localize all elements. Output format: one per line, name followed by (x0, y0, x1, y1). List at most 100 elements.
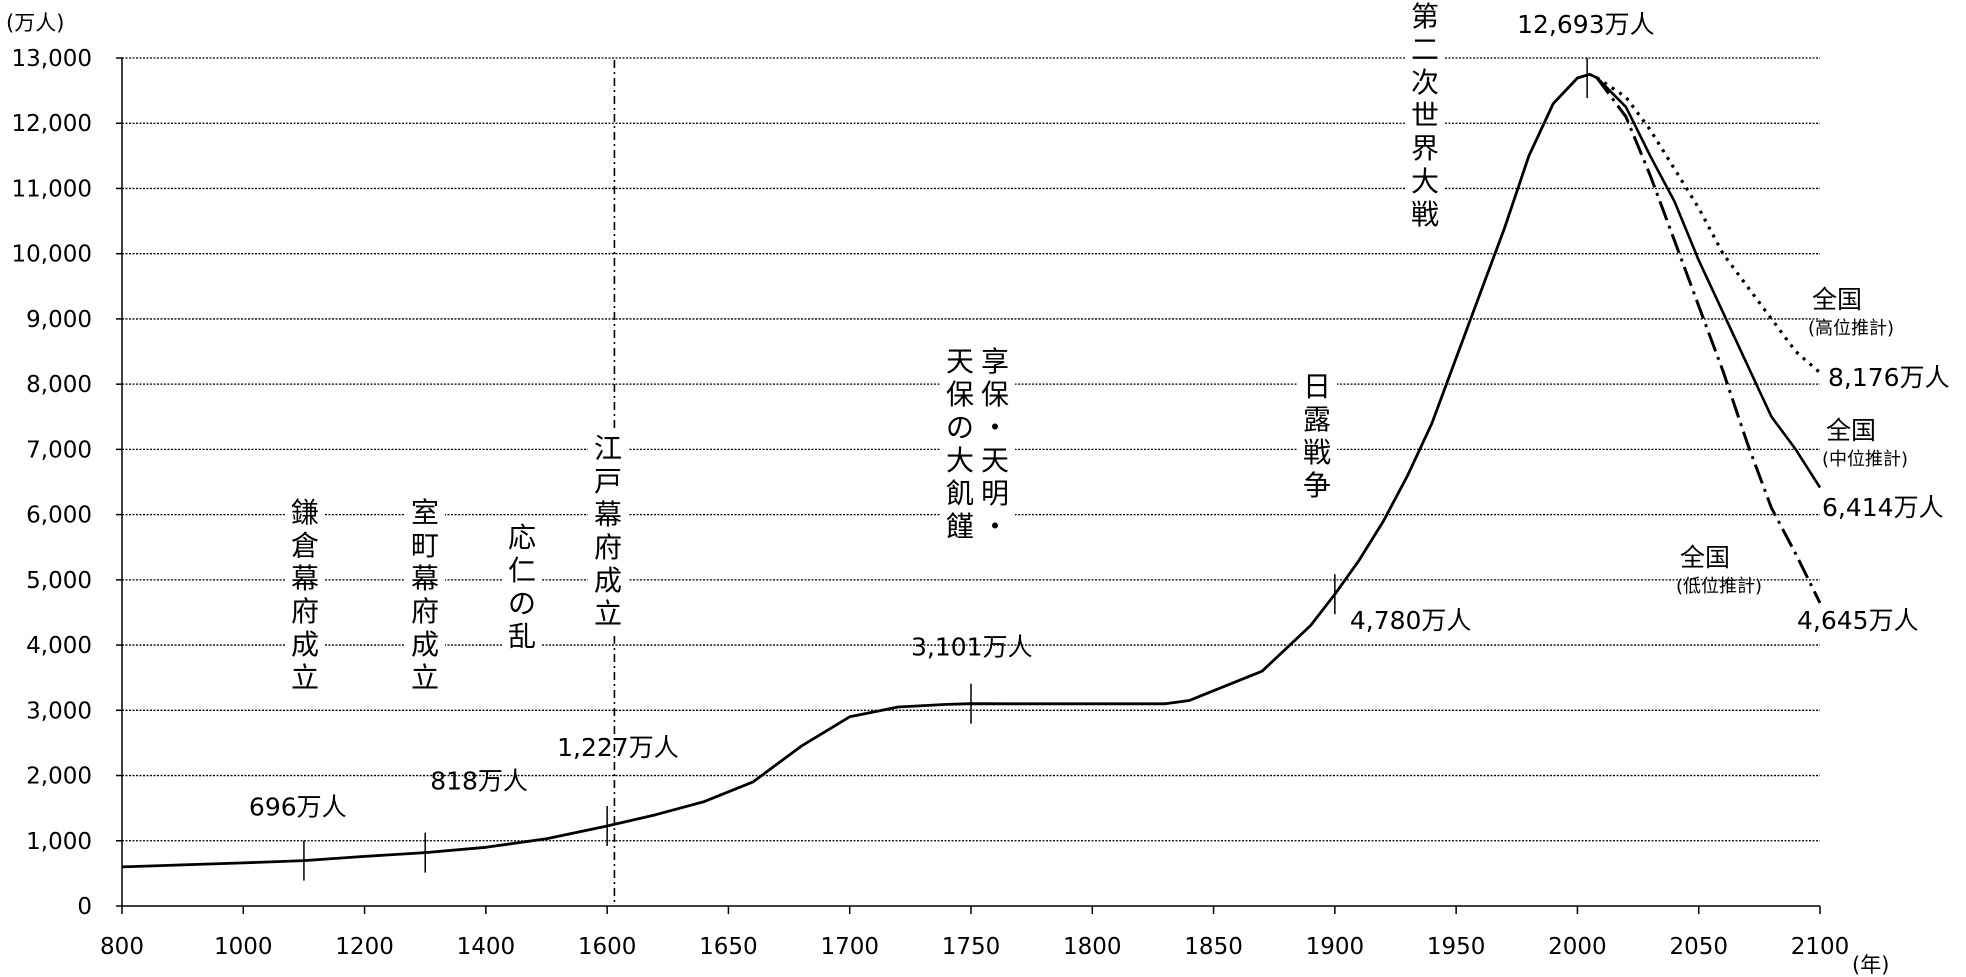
event-label-background (1405, 0, 1445, 237)
x-tick-label: 2000 (1548, 934, 1607, 960)
event-label-char: 鎌 (291, 496, 319, 529)
event-label-background (975, 343, 1015, 549)
end-label-value: 8,176万人 (1828, 363, 1950, 392)
end-label: 全国 (高位推計) 8,176万人 (1808, 285, 1950, 392)
event-label-background (285, 494, 325, 700)
event-label-char: 二 (1411, 33, 1439, 66)
point-label: 696万人 (249, 793, 347, 822)
x-tick-label: 1400 (457, 934, 516, 960)
event-label-background (1297, 368, 1337, 508)
event-label-char: 第 (1411, 0, 1439, 33)
y-tick-label: 2,000 (26, 764, 92, 790)
event-label-char: 立 (291, 661, 319, 694)
x-tick-label: 2100 (1791, 934, 1850, 960)
series-lines (121, 72, 1822, 869)
x-tick-label: 1950 (1427, 934, 1486, 960)
y-tick-label: 12,000 (12, 111, 92, 137)
y-tick-label: 3,000 (26, 698, 92, 724)
event-label-char: 江 (594, 432, 622, 465)
event-annotations: 鎌倉幕府成立室町幕府成立応仁の乱江戸幕府成立享保・天明・天保の大飢饉日露戦争第二… (285, 0, 1445, 906)
point-label: 3,101万人 (911, 633, 1033, 662)
point-label: 818万人 (430, 767, 528, 796)
event-label-char: 大 (946, 444, 974, 477)
point-label: 12,693万人 (1517, 10, 1654, 39)
event-label-char: 倉 (291, 529, 319, 562)
event-label-char: 飢 (946, 477, 974, 510)
historical-line (121, 72, 1598, 869)
event-label-char: 戦 (1411, 198, 1439, 231)
event-label-char: 大 (1411, 165, 1439, 198)
event-label-char: 仁 (508, 554, 536, 587)
y-tick-label: 13,000 (12, 46, 92, 72)
point-label: 1,227万人 (557, 733, 679, 762)
end-label-value: 6,414万人 (1822, 493, 1944, 522)
x-tick-label: 1750 (942, 934, 1001, 960)
series-line (1595, 76, 1822, 374)
event-label-char: 露 (1303, 403, 1331, 436)
end-label-region: 全国 (1826, 416, 1876, 445)
y-tick-label: 4,000 (26, 633, 92, 659)
event-label-char: ・ (981, 510, 1009, 543)
x-tick-label: 1900 (1306, 934, 1365, 960)
end-label: 全国 (中位推計) 6,414万人 (1822, 416, 1944, 522)
x-tick-label: 1700 (820, 934, 879, 960)
event-label-char: ・ (981, 411, 1009, 444)
event-label-char: 立 (411, 661, 439, 694)
event-label-char: 天 (981, 444, 1009, 477)
event-label-char: 戸 (594, 465, 622, 498)
y-tick-label: 7,000 (26, 437, 92, 463)
x-tick-label: 1600 (578, 934, 637, 960)
event-label-char: 次 (1411, 66, 1439, 99)
y-tick-label: 8,000 (26, 372, 92, 398)
point-label: 4,780万人 (1350, 606, 1472, 635)
tick-labels: 0 1,000 2,000 3,000 4,000 5,000 6,000 7,000 8,00… (12, 46, 1850, 960)
event-label-char: 立 (594, 597, 622, 630)
x-tick-label: 1200 (335, 934, 394, 960)
series-line (1595, 76, 1822, 489)
event-label-background (940, 343, 980, 549)
event-label-char: 戦 (1303, 436, 1331, 469)
event-label-char: 成 (291, 628, 319, 661)
event-label-char: 成 (411, 628, 439, 661)
event-label-char: 幕 (594, 498, 622, 531)
event-label-char: 町 (411, 529, 439, 562)
event-label-char: 応 (508, 521, 536, 554)
event-label-char: 饉 (946, 510, 974, 543)
y-tick-label: 0 (77, 894, 92, 920)
end-label-region: 全国 (1812, 285, 1862, 314)
event-label-char: 成 (594, 564, 622, 597)
axes (116, 57, 1821, 914)
x-tick-label: 1850 (1184, 934, 1243, 960)
x-tick-label: 2050 (1669, 934, 1728, 960)
event-label-background (405, 494, 445, 700)
end-label-kind: (中位推計) (1822, 449, 1908, 470)
event-label-char: 幕 (291, 562, 319, 595)
y-tick-label: 10,000 (12, 242, 92, 268)
point-labels: 696万人 818万人 1,227万人 3,101万人 4,780万人 12,693万人全… (249, 10, 1950, 881)
event-label-char: 室 (411, 496, 439, 529)
event-label-char: 府 (411, 595, 439, 628)
end-label: 全国 (低位推計) 4,645万人 (1676, 543, 1919, 635)
event-label-char: 保 (946, 378, 974, 411)
event-label-char: 幕 (411, 562, 439, 595)
y-tick-label: 9,000 (26, 307, 92, 333)
x-tick-label: 1000 (214, 934, 273, 960)
y-tick-label: 1,000 (26, 829, 92, 855)
y-tick-label: 5,000 (26, 568, 92, 594)
end-label-kind: (低位推計) (1676, 576, 1762, 597)
event-label-char: 享 (981, 345, 1009, 378)
y-axis-unit: (万人) (6, 11, 64, 35)
event-label-background (588, 430, 628, 636)
x-tick-label: 1800 (1063, 934, 1122, 960)
event-label-char: 保 (981, 378, 1009, 411)
event-label-char: 争 (1303, 469, 1331, 502)
event-label-char: 天 (946, 345, 974, 378)
end-label-kind: (高位推計) (1808, 318, 1894, 339)
